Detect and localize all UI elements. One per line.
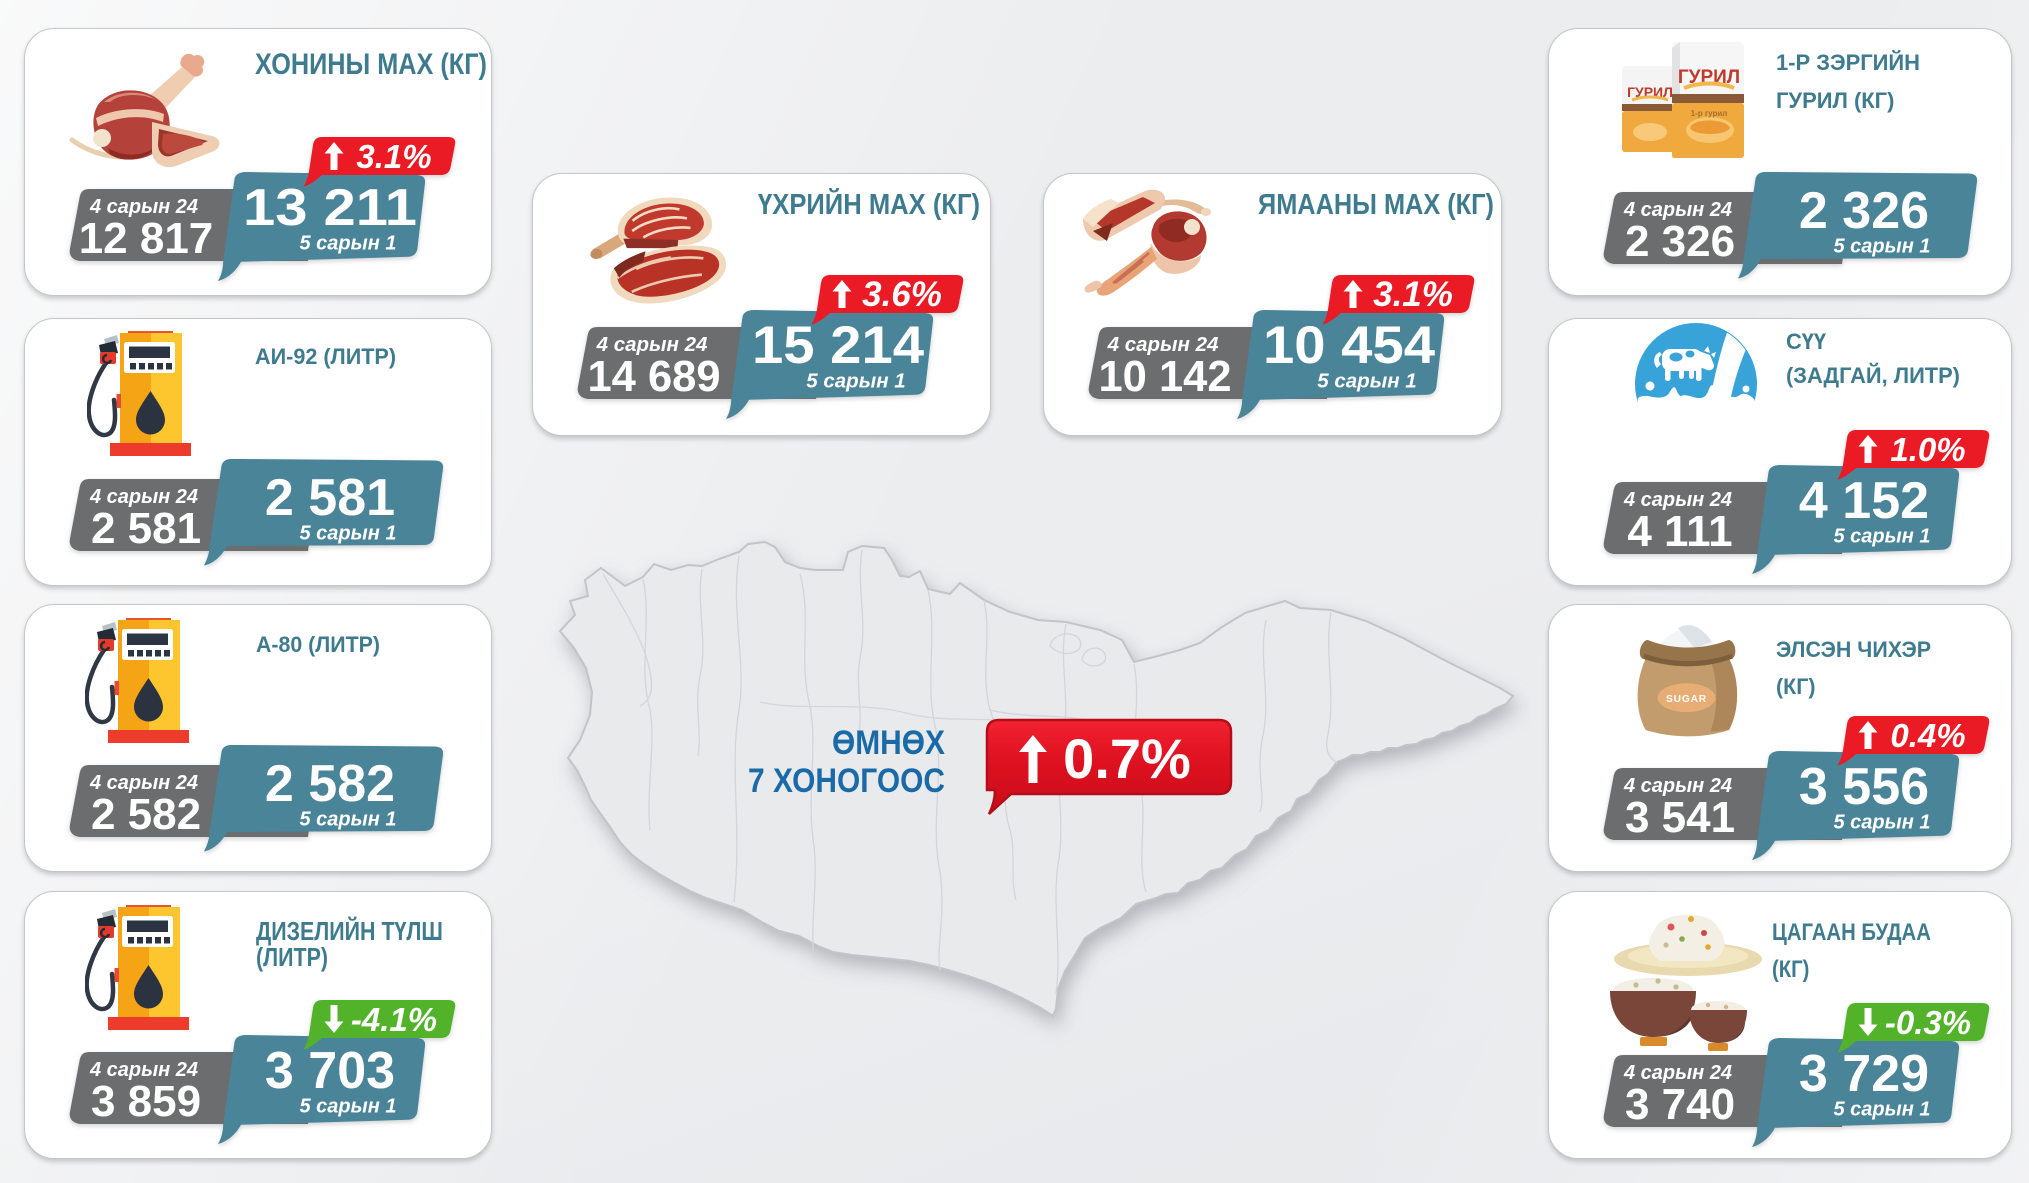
svg-text:5 сарын 1: 5 сарын 1 [1834, 236, 1931, 258]
svg-text:2 581: 2 581 [91, 504, 201, 553]
svg-text:4 152: 4 152 [1799, 472, 1929, 530]
svg-text:5 сарын 1: 5 сарын 1 [1834, 526, 1931, 548]
svg-text:3.1%: 3.1% [1373, 275, 1453, 314]
svg-text:4 сарын 24: 4 сарын 24 [1623, 775, 1732, 797]
svg-text:4 сарын 24: 4 сарын 24 [89, 772, 198, 794]
svg-text:0.4%: 0.4% [1890, 717, 1965, 754]
svg-text:3 703: 3 703 [265, 1042, 395, 1100]
svg-text:2 582: 2 582 [265, 755, 395, 813]
svg-text:12 817: 12 817 [79, 214, 214, 263]
svg-text:4 111: 4 111 [1627, 507, 1732, 556]
svg-text:2 326: 2 326 [1799, 182, 1929, 240]
svg-text:4 сарын 24: 4 сарын 24 [1623, 1062, 1732, 1084]
svg-text:5 сарын 1: 5 сарын 1 [1834, 1099, 1931, 1121]
svg-text:13 211: 13 211 [243, 179, 417, 237]
svg-text:4 сарын 24: 4 сарын 24 [89, 486, 198, 508]
svg-text:2 326: 2 326 [1625, 217, 1735, 266]
svg-text:1-р гурил: 1-р гурил [1691, 109, 1728, 118]
svg-text:ГУРИЛ: ГУРИЛ [1678, 67, 1740, 88]
svg-text:10 142: 10 142 [1098, 353, 1231, 401]
svg-text:5 сарын 1: 5 сарын 1 [300, 1096, 397, 1118]
svg-text:14 689: 14 689 [587, 353, 720, 401]
svg-text:4 сарын 24: 4 сарын 24 [596, 333, 708, 356]
svg-text:4 сарын 24: 4 сарын 24 [1623, 489, 1732, 511]
svg-text:3 729: 3 729 [1799, 1045, 1929, 1103]
svg-text:SUGAR: SUGAR [1666, 694, 1707, 705]
svg-text:2 582: 2 582 [91, 790, 201, 839]
svg-text:-4.1%: -4.1% [351, 1001, 437, 1038]
svg-text:3.6%: 3.6% [862, 275, 942, 314]
svg-text:4 сарын 24: 4 сарын 24 [1623, 199, 1732, 221]
svg-text:3 740: 3 740 [1625, 1080, 1735, 1129]
svg-text:15 214: 15 214 [752, 316, 925, 375]
svg-text:10 454: 10 454 [1263, 316, 1436, 375]
svg-text:3 859: 3 859 [91, 1077, 201, 1126]
svg-text:ГУРИЛ: ГУРИЛ [1627, 84, 1673, 100]
svg-text:5 сарын 1: 5 сарын 1 [300, 233, 397, 255]
svg-text:-0.3%: -0.3% [1885, 1004, 1971, 1041]
svg-text:5 сарын 1: 5 сарын 1 [806, 370, 905, 393]
svg-text:1.0%: 1.0% [1890, 431, 1965, 468]
svg-text:2 581: 2 581 [265, 469, 395, 527]
svg-text:5 сарын 1: 5 сарын 1 [300, 809, 397, 831]
svg-text:4 сарын 24: 4 сарын 24 [89, 1059, 198, 1081]
svg-text:5 сарын 1: 5 сарын 1 [1834, 812, 1931, 834]
svg-text:3.1%: 3.1% [356, 138, 431, 175]
svg-text:4 сарын 24: 4 сарын 24 [89, 196, 198, 218]
svg-text:3 556: 3 556 [1799, 758, 1929, 816]
svg-text:0.7%: 0.7% [1063, 727, 1191, 790]
svg-text:3 541: 3 541 [1625, 793, 1735, 842]
svg-text:5 сарын 1: 5 сарын 1 [1317, 370, 1416, 393]
svg-text:5 сарын 1: 5 сарын 1 [300, 523, 397, 545]
svg-text:4 сарын 24: 4 сарын 24 [1107, 333, 1219, 356]
